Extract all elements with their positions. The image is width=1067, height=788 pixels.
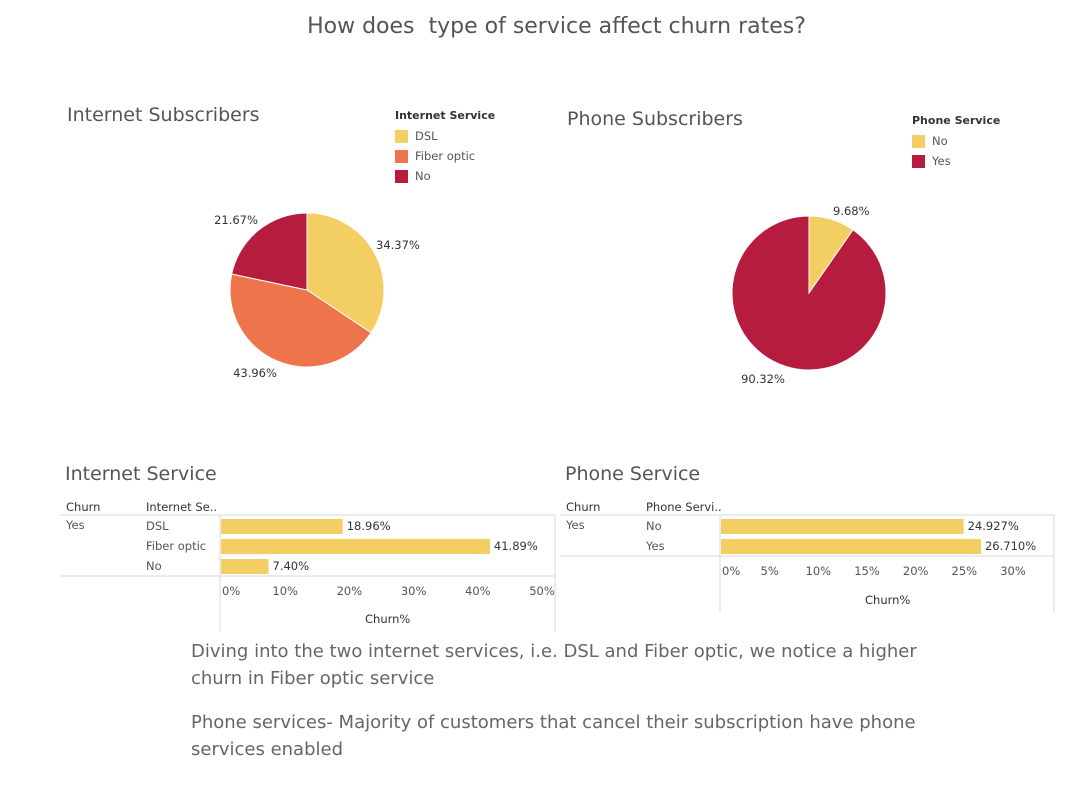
note-phone: Phone services- Majority of customers th…	[191, 712, 916, 760]
phone-pie-title: Phone Subscribers	[567, 108, 743, 130]
row-category-yes: Yes	[645, 539, 665, 553]
phone-col-service-header[interactable]: Phone Servi..	[646, 500, 722, 514]
x-tick-label: 30%	[1000, 564, 1026, 578]
pie-label-no: 9.68%	[833, 204, 870, 218]
internet-bar-chart[interactable]: DSL 18.96% Fiber optic 41.89% No 7.40% 0% 10% 20…	[0, 0, 560, 640]
x-tick-label: 10%	[806, 564, 832, 578]
phone-bar-chart[interactable]: No 24.927% Yes 26.710% 0% 5% 10% 15% 20% 25% 30%	[560, 0, 1067, 640]
legend-label: No	[932, 134, 948, 148]
phone-legend[interactable]: Phone Service No Yes	[912, 114, 1000, 171]
legend-swatch	[395, 129, 408, 143]
internet-legend-title: Internet Service	[395, 109, 496, 122]
x-tick-label: 0%	[722, 564, 740, 578]
phone-col-churn-header[interactable]: Churn	[566, 500, 601, 514]
internet-legend[interactable]: Internet Service DSL Fiber optic No	[395, 109, 495, 186]
row-category-no: No	[146, 559, 162, 573]
phone-churn-value: Yes	[566, 518, 585, 532]
bar-yes[interactable]	[721, 539, 981, 554]
internet-bar-title: Internet Service	[65, 463, 217, 485]
bar-label-fiber-optic: 41.89%	[494, 539, 538, 553]
legend-swatch	[395, 169, 408, 183]
legend-label: Yes	[932, 154, 951, 168]
pie-label-dsl: 34.37%	[376, 238, 420, 252]
legend-swatch	[912, 134, 925, 148]
pie-label-yes: 90.32%	[741, 372, 785, 386]
pie-slice-fiber-optic[interactable]	[229, 273, 372, 368]
row-category-no: No	[646, 519, 662, 533]
x-tick-label: 5%	[761, 564, 779, 578]
legend-swatch	[395, 149, 408, 163]
x-tick-label: 10%	[272, 584, 298, 598]
bar-label-yes: 26.710%	[985, 539, 1036, 553]
x-tick-label: 15%	[854, 564, 880, 578]
legend-item-yes[interactable]: Yes	[912, 151, 1000, 171]
x-tick-label: 25%	[952, 564, 978, 578]
bar-dsl[interactable]	[221, 519, 343, 534]
internet-col-service-header[interactable]: Internet Se..	[146, 500, 218, 514]
x-tick-label: 40%	[465, 584, 491, 598]
row-category-dsl: DSL	[146, 519, 169, 533]
bar-fiber-optic[interactable]	[221, 539, 490, 554]
bar-no[interactable]	[221, 559, 269, 574]
legend-label: Fiber optic	[415, 149, 476, 163]
legend-item-fiber-optic[interactable]: Fiber optic	[395, 146, 495, 166]
x-tick-label: 20%	[337, 584, 363, 598]
internet-pie-chart[interactable]: 34.37% 43.96% 21.67%	[0, 0, 560, 440]
legend-label: DSL	[415, 129, 438, 143]
internet-pie-title: Internet Subscribers	[67, 104, 260, 126]
pie-slice-no[interactable]	[231, 212, 308, 291]
note-internet: Diving into the two internet services, i…	[191, 641, 917, 689]
row-category-fiber-optic: Fiber optic	[146, 539, 206, 553]
phone-legend-title: Phone Service	[912, 114, 1001, 127]
legend-item-no[interactable]: No	[912, 131, 1000, 151]
pie-label-fiber-optic: 43.96%	[233, 366, 277, 380]
x-tick-label: 30%	[401, 584, 427, 598]
bar-label-dsl: 18.96%	[347, 519, 391, 533]
bar-label-no: 7.40%	[273, 559, 310, 573]
legend-item-dsl[interactable]: DSL	[395, 126, 495, 146]
bar-no[interactable]	[721, 519, 964, 534]
legend-item-no[interactable]: No	[395, 166, 495, 186]
internet-axis-title: Churn%	[365, 612, 411, 626]
x-tick-label: 50%	[529, 584, 555, 598]
x-tick-label: 0%	[222, 584, 240, 598]
internet-col-churn-header[interactable]: Churn	[66, 500, 101, 514]
pie-slice-yes[interactable]	[731, 215, 887, 371]
legend-label: No	[415, 169, 431, 183]
dashboard-title: How does type of service affect churn ra…	[307, 14, 806, 39]
internet-churn-value: Yes	[66, 518, 85, 532]
bar-label-no: 24.927%	[968, 519, 1019, 533]
phone-pie-chart[interactable]: 9.68% 90.32%	[560, 0, 1067, 440]
phone-bar-title: Phone Service	[565, 463, 701, 485]
phone-axis-title: Churn%	[865, 593, 911, 607]
x-tick-label: 20%	[903, 564, 929, 578]
legend-swatch	[912, 154, 925, 168]
pie-label-no: 21.67%	[214, 213, 258, 227]
